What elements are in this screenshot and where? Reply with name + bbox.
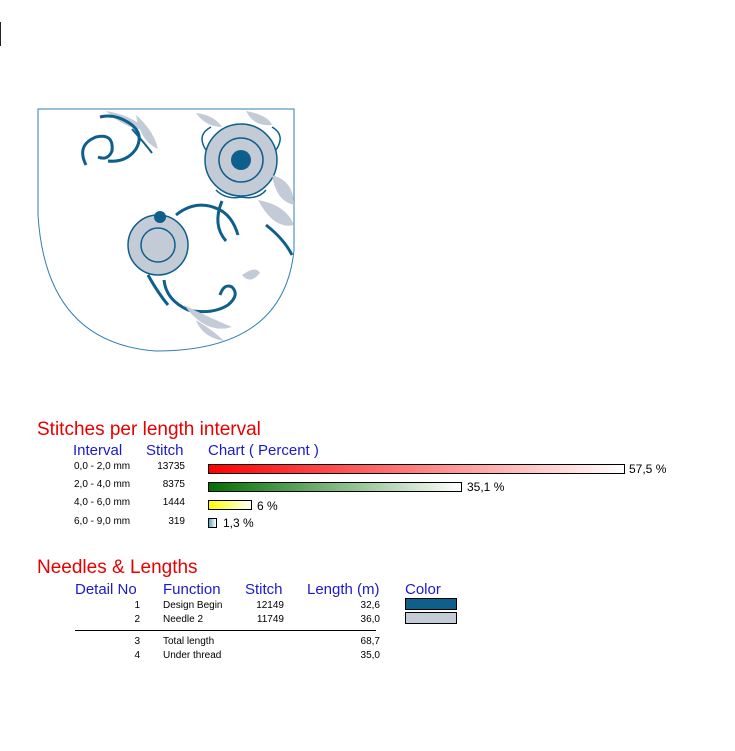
interval-column-header: Interval xyxy=(73,442,123,459)
color-column-header: Color xyxy=(405,581,441,598)
detail-number: 2 xyxy=(134,614,140,625)
stitches-section-title: Stitches per length interval xyxy=(37,419,261,440)
gray-leaf xyxy=(184,305,232,329)
stitch-column-header: Stitch xyxy=(245,581,283,598)
under-thread-label: Under thread xyxy=(163,650,222,661)
gray-leaf xyxy=(246,111,272,126)
stitch-percent-label: 6 % xyxy=(257,499,278,513)
total-length-value: 68,7 xyxy=(360,636,380,647)
interval-label: 2,0 - 4,0 mm xyxy=(74,479,131,490)
blue-swirl xyxy=(146,274,170,306)
totals-divider xyxy=(75,630,376,631)
needle-color-swatch xyxy=(405,612,457,624)
function-column-header: Function xyxy=(163,581,221,598)
stitch-percent-bar xyxy=(208,518,217,528)
total-length-label: Total length xyxy=(163,636,215,647)
chart-column-header: Chart ( Percent ) xyxy=(208,442,319,459)
function-name: Design Begin xyxy=(163,600,223,611)
gray-leaf xyxy=(242,269,260,280)
stitch-percent-label: 1,3 % xyxy=(223,516,254,530)
stitch-percent-label: 35,1 % xyxy=(467,480,505,494)
detail-number: 1 xyxy=(134,600,140,611)
text-cursor-mark xyxy=(0,22,1,46)
gray-leaf xyxy=(258,200,294,226)
needle-color-swatch xyxy=(405,598,457,610)
interval-label: 0,0 - 2,0 mm xyxy=(74,461,131,472)
function-name: Needle 2 xyxy=(163,614,204,625)
stitch-percent-label: 57,5 % xyxy=(629,462,667,476)
gray-leaf xyxy=(196,113,222,127)
needle-length: 36,0 xyxy=(360,614,380,625)
gray-leaf xyxy=(196,320,224,341)
interval-label: 6,0 - 9,0 mm xyxy=(74,516,131,527)
stitch-column-header: Stitch xyxy=(146,442,184,459)
length-column-header: Length (m) xyxy=(307,581,380,598)
gray-leaf xyxy=(272,175,294,205)
needle-length: 32,6 xyxy=(360,600,380,611)
stitch-percent-bar xyxy=(208,482,462,492)
detail-no-column-header: Detail No xyxy=(75,581,137,598)
needle-stitch-count: 11749 xyxy=(256,614,284,625)
interval-label: 4,0 - 6,0 mm xyxy=(74,497,131,508)
top-flower xyxy=(201,123,281,199)
lower-flower xyxy=(127,211,189,276)
stitch-percent-bar xyxy=(208,500,252,510)
needles-section-title: Needles & Lengths xyxy=(37,557,198,578)
design-preview xyxy=(37,108,295,352)
stitch-count: 1444 xyxy=(162,497,185,508)
stitch-count: 13735 xyxy=(157,461,185,472)
detail-number: 4 xyxy=(134,650,140,661)
blue-vine xyxy=(216,200,228,242)
detail-number: 3 xyxy=(134,636,140,647)
needle-stitch-count: 12149 xyxy=(256,600,284,611)
stitch-count: 8375 xyxy=(162,479,185,490)
blue-swirl xyxy=(131,128,153,154)
blue-swirl xyxy=(81,134,114,166)
under-thread-value: 35,0 xyxy=(360,650,380,661)
gray-leaf xyxy=(136,115,158,149)
blue-swirl xyxy=(162,279,237,314)
stitch-percent-bar xyxy=(208,464,625,474)
blue-vine xyxy=(265,223,294,256)
stitch-count: 319 xyxy=(168,516,185,527)
